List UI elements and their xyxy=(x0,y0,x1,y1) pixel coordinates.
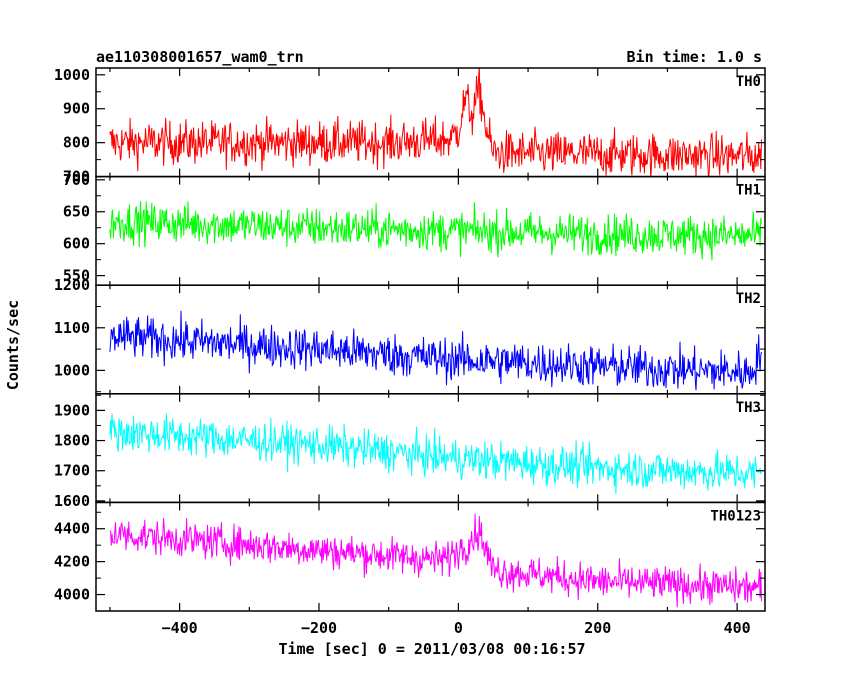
y-tick-label: 1600 xyxy=(54,492,90,510)
y-tick-label: 4000 xyxy=(54,586,90,604)
panel-th0: 700 800 900 1000 TH0 xyxy=(54,66,766,186)
x-tick-label: −400 xyxy=(162,619,198,637)
y-tick-label: 1700 xyxy=(54,462,90,480)
y-tick-label: 1800 xyxy=(54,432,90,450)
series-line-th0 xyxy=(109,68,762,177)
panel-th2: 1000 1100 1200 TH2 xyxy=(54,276,766,395)
x-axis-label: Time [sec] 0 = 2011/03/08 00:16:57 xyxy=(278,640,585,658)
y-tick-label: 600 xyxy=(63,235,90,253)
y-tick-label: 1200 xyxy=(54,276,90,294)
y-tick-label: 1000 xyxy=(54,361,90,379)
y-tick-label: 4400 xyxy=(54,520,90,538)
y-tick-label: 700 xyxy=(63,168,90,186)
y-axis-label: Counts/sec xyxy=(4,300,22,390)
y-tick-label: 700 xyxy=(63,171,90,189)
y-tick-label: 4200 xyxy=(54,553,90,571)
series-line-th3 xyxy=(109,413,762,495)
series-line-th1 xyxy=(109,200,762,261)
panel-label-th0: TH0 xyxy=(736,74,761,90)
y-tick-label: 1000 xyxy=(54,66,90,84)
panel-th1: 550 600 650 700 TH1 xyxy=(63,171,766,286)
panel-label-th0123: TH0123 xyxy=(710,508,761,524)
panel-label-th1: TH1 xyxy=(736,183,761,199)
series-line-th0123 xyxy=(109,513,762,608)
panel-th3: 1600 1700 1800 1900 TH3 xyxy=(54,393,766,510)
x-tick-label: 400 xyxy=(724,619,751,637)
panel-label-th2: TH2 xyxy=(736,291,761,307)
chart-title: ae110308001657_wam0_trn xyxy=(96,48,304,66)
panel-frame xyxy=(95,67,766,178)
y-tick-label: 800 xyxy=(63,134,90,152)
x-tick-label: 200 xyxy=(584,619,611,637)
series-line-th2 xyxy=(109,310,762,391)
bin-time-label: Bin time: 1.0 s xyxy=(627,48,762,66)
y-tick-label: 650 xyxy=(63,203,90,221)
y-tick-label: 1900 xyxy=(54,401,90,419)
x-tick-label: −200 xyxy=(301,619,337,637)
panel-label-th3: TH3 xyxy=(736,400,761,416)
x-tick-label: 0 xyxy=(454,619,463,637)
panel-th0123: 4000 4200 4400 TH0123 xyxy=(54,501,766,612)
y-tick-label: 1100 xyxy=(54,319,90,337)
panel-frame xyxy=(95,501,766,612)
y-tick-label: 900 xyxy=(63,100,90,118)
y-tick-label: 550 xyxy=(63,267,90,285)
